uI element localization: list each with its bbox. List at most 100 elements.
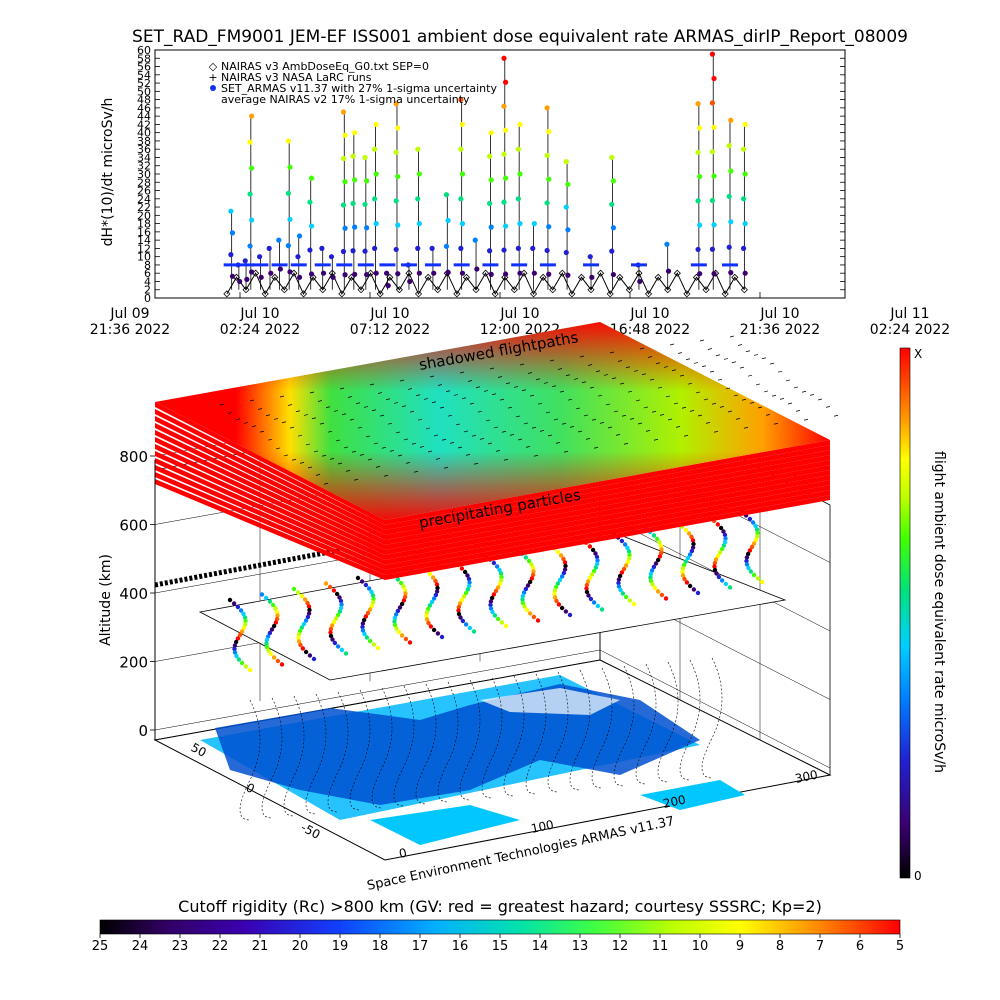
slab-flightpath-dash	[611, 377, 617, 380]
z-tick-label: 800	[119, 448, 148, 466]
series-nairas-point	[597, 269, 605, 277]
slab-flightpath-dash	[473, 462, 479, 465]
orbit-point	[498, 571, 504, 576]
slab-flightpath-dash	[687, 382, 693, 385]
orbit-point	[242, 615, 248, 620]
z-tick-label: 400	[119, 585, 148, 603]
orbit-point	[491, 592, 497, 597]
series-armas-point	[247, 243, 253, 249]
slab-flightpath-dash	[521, 389, 527, 392]
slab-flightpath-dash	[697, 414, 703, 417]
series-armas-point	[726, 193, 732, 200]
orbit-point	[552, 591, 557, 597]
series-armas-point	[488, 177, 494, 183]
orbit-point	[303, 649, 309, 655]
series-nairas-point	[558, 269, 566, 277]
series-armas-point	[728, 117, 734, 123]
orbit-point	[561, 556, 566, 562]
orbit-point	[684, 580, 690, 585]
slab-flightpath-dash	[595, 370, 601, 373]
slab-flightpath-dash	[349, 418, 355, 421]
series-armas-point	[502, 175, 509, 181]
orbit-point	[369, 603, 375, 609]
orbit-point	[339, 647, 345, 653]
slab-flightpath-dash	[573, 378, 579, 380]
y-tick-label: 24	[137, 193, 151, 206]
orbit-point	[335, 612, 341, 618]
orbit-point	[337, 595, 342, 600]
orbit-point	[339, 602, 344, 607]
series-armas-point	[728, 219, 734, 225]
rigidity-tick-label: 19	[332, 939, 349, 954]
orbit-point	[587, 544, 593, 549]
series-armas-point	[287, 216, 293, 223]
slab-flightpath-dash	[489, 367, 495, 370]
orbit-point	[620, 591, 626, 596]
slab-flightpath-dash	[761, 357, 767, 360]
orbit-point	[556, 602, 562, 607]
y-tick-label: 16	[137, 226, 151, 239]
series-armas-point	[431, 270, 437, 276]
orbit-point	[558, 553, 564, 558]
slab-flightpath-dash	[729, 335, 735, 338]
series-armas-point	[563, 159, 569, 165]
slab-flightpath-dash	[649, 378, 655, 381]
slab-flightpath-dash	[597, 394, 603, 397]
slab-flightpath-dash	[515, 415, 521, 418]
orbit-point	[503, 623, 509, 629]
series-armas-point	[517, 221, 523, 227]
orbit-point	[267, 630, 273, 636]
x-tick-date: Jul 10	[499, 306, 539, 322]
orbit-point	[499, 620, 505, 625]
orbit-point	[649, 568, 655, 573]
slab-flightpath-dash	[575, 407, 581, 410]
orbit-point	[714, 571, 719, 576]
slab-flightpath-dash	[435, 458, 441, 460]
orbit-point	[712, 567, 718, 573]
series-armas-point	[517, 121, 523, 127]
orbit-point	[360, 621, 366, 626]
slab-flightpath-dash	[347, 396, 353, 398]
series-armas-point	[352, 177, 358, 183]
series-armas-point	[740, 245, 747, 251]
series-armas-point	[342, 132, 348, 138]
orbit-point	[655, 589, 661, 594]
slab-flightpath-dash	[259, 430, 265, 433]
orbit-point	[401, 584, 406, 589]
slab-flightpath-dash	[559, 390, 565, 393]
orbit-point	[625, 559, 631, 565]
orbit-point	[370, 600, 376, 605]
orbit-point	[330, 637, 335, 642]
slab-flightpath-dash	[517, 438, 523, 441]
slab-flightpaths	[219, 335, 839, 485]
slab-flightpath-dash	[385, 398, 391, 401]
y-tick-label: 30	[137, 168, 151, 181]
slab-flightpath-dash	[579, 355, 585, 358]
series-nairas-point	[529, 290, 538, 298]
orbit-point	[680, 566, 686, 571]
colorbar-max-label: X	[914, 347, 922, 361]
orbit-point	[264, 644, 270, 650]
series-armas-point	[726, 244, 732, 250]
orbit-point	[401, 598, 407, 603]
series-armas-point	[459, 221, 466, 227]
orbit-point	[490, 609, 495, 615]
slab-flightpath-dash	[311, 417, 317, 420]
slab-flightpath-dash	[633, 370, 639, 372]
slab-flightpath-dash	[381, 446, 387, 449]
orbit-point	[371, 642, 377, 647]
slab-flightpath-dash	[283, 454, 289, 457]
orbit-point	[459, 597, 465, 603]
series-armas-point	[228, 208, 234, 214]
slab-flightpath-dash	[345, 470, 351, 472]
orbit-point	[498, 578, 504, 583]
orbit-point	[241, 611, 246, 617]
slab-flightpath-dash	[703, 398, 709, 401]
orbit-point	[754, 527, 760, 532]
orbit-point	[431, 596, 437, 601]
slab-flightpath-dash	[339, 387, 345, 390]
slab-flightpath-dash	[673, 402, 679, 405]
series-armas-point	[546, 271, 552, 277]
orbit-point	[619, 538, 625, 544]
y-tick-label: 44	[137, 110, 151, 123]
